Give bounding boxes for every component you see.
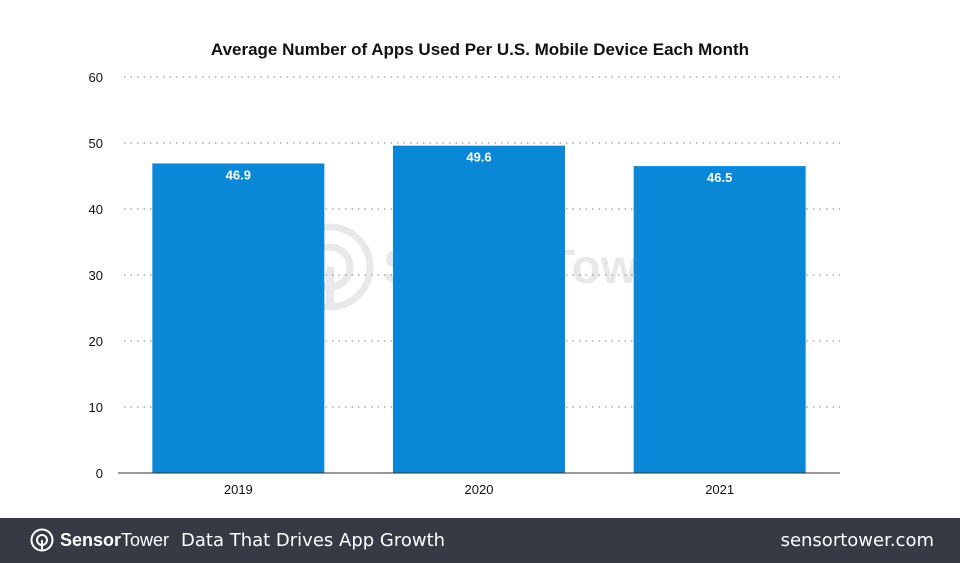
sensortower-logo-icon — [30, 528, 54, 552]
bar — [393, 145, 565, 473]
footer-logo: SensorTower — [30, 528, 169, 552]
bar — [152, 163, 325, 473]
x-tick-label: 2020 — [465, 482, 494, 497]
y-tick-label: 20 — [89, 334, 103, 349]
y-tick-label: 50 — [89, 136, 103, 151]
footer-url[interactable]: sensortower.com — [780, 530, 934, 551]
y-tick-label: 40 — [89, 202, 103, 217]
bar-chart: 0 10 20 30 40 50 60 46.9 2019 49.6 2020 46.5 2021 — [89, 70, 840, 497]
brand-light: Tower — [121, 529, 170, 550]
brand-bold: Sensor — [60, 529, 122, 550]
data-label: 46.5 — [707, 170, 732, 185]
y-tick-label: 30 — [89, 268, 103, 283]
y-tick-label: 10 — [89, 400, 103, 415]
x-tick-label: 2019 — [224, 482, 253, 497]
data-label: 46.9 — [226, 167, 251, 182]
y-tick-label: 60 — [89, 70, 103, 85]
x-tick-label: 2021 — [705, 482, 734, 497]
data-label: 49.6 — [466, 150, 491, 165]
footer-tagline: Data That Drives App Growth — [181, 530, 446, 551]
footer-bar: SensorTower Data That Drives App Growth … — [0, 518, 960, 563]
chart-title: Average Number of Apps Used Per U.S. Mob… — [210, 40, 750, 59]
bar — [633, 166, 806, 473]
y-tick-label: 0 — [96, 466, 103, 481]
